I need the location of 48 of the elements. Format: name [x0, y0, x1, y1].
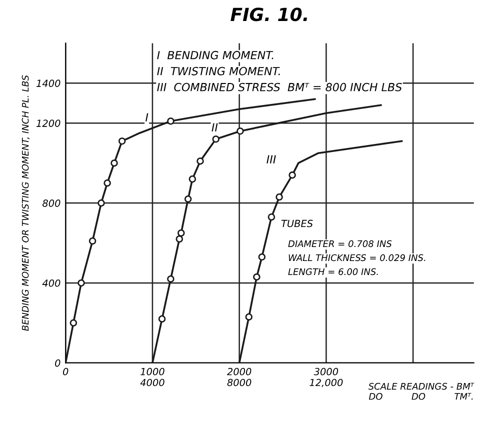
y-tick-label: 1400 — [36, 80, 60, 87]
chart-title: FIG. 10. — [230, 8, 308, 22]
point — [253, 273, 260, 281]
annotation: I BENDING MOMENT. — [157, 50, 274, 60]
point — [245, 313, 253, 321]
point — [258, 253, 266, 261]
point — [176, 235, 184, 243]
point — [184, 195, 192, 203]
point — [167, 117, 174, 125]
point — [177, 229, 185, 237]
point — [88, 237, 96, 245]
y-tick-label: 0 — [55, 359, 60, 367]
point — [276, 193, 283, 201]
y-axis-title: BENDING MOMENT OR TWISTING MOMENT, INCH PL. LBS — [22, 75, 30, 331]
series-label: I — [146, 113, 148, 122]
point — [236, 127, 244, 135]
annotation: TUBES — [281, 220, 313, 228]
series-label: III — [266, 155, 276, 164]
point — [118, 137, 126, 145]
y-tick-label: 800 — [42, 200, 60, 207]
x2-tick-label: 12,000 — [310, 378, 343, 388]
series-label: II — [212, 123, 218, 132]
point — [158, 315, 166, 323]
point — [188, 175, 196, 183]
x-tick-label: 2000 — [226, 368, 252, 376]
x-axis-title: SCALE READINGS - BMᵀ DO DO TMᵀ. — [368, 382, 474, 400]
point — [110, 159, 118, 167]
x2-tick-label: 8000 — [227, 378, 252, 386]
point — [78, 279, 85, 287]
point — [212, 135, 220, 143]
point — [288, 171, 296, 179]
x-tick-label: 1000 — [140, 368, 164, 376]
point — [268, 213, 276, 221]
annotation: WALL THICKNESS = 0.029 INS. — [288, 254, 426, 262]
annotation: III COMBINED STRESS BMᵀ = 800 INCH LBS — [157, 82, 402, 92]
point — [98, 199, 105, 207]
annotation: LENGTH = 6.00 INS. — [288, 268, 378, 276]
x-tick-label: 0 — [63, 368, 68, 376]
point — [167, 275, 174, 283]
annotation: DIAMETER = 0.708 INS — [288, 240, 392, 248]
y-tick-label: 400 — [42, 279, 60, 287]
point — [104, 179, 111, 187]
point — [70, 319, 78, 327]
x2-tick-label: 4000 — [140, 378, 164, 386]
annotation: II TWISTING MOMENT. — [157, 66, 280, 76]
point — [196, 157, 204, 165]
x-tick-label: 3000 — [314, 368, 338, 376]
y-tick-label: 1200 — [36, 120, 60, 127]
